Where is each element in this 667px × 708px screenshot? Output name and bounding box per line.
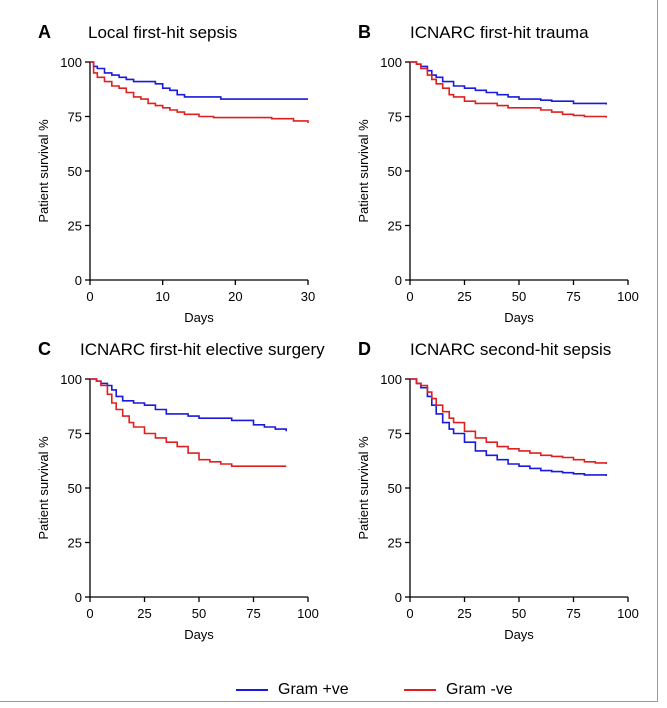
- panel-b-title: ICNARC first-hit trauma: [410, 23, 589, 42]
- panel-d-series-gram-negative-line: [410, 378, 607, 464]
- panel-c-y-tick-label: 75: [68, 427, 82, 442]
- legend-swatch-gram-negative: [404, 689, 436, 691]
- panel-a-series-gram-negative-line: [90, 61, 309, 123]
- panel-b-y-tick-label: 100: [380, 55, 402, 70]
- panel-d-title: ICNARC second-hit sepsis: [410, 340, 611, 359]
- panel-a-letter: A: [38, 22, 51, 42]
- panel-c-y-tick-label: 0: [75, 590, 82, 605]
- panel-d-y-tick-label: 25: [388, 536, 402, 551]
- panel-b-y-tick-label: 75: [388, 110, 402, 125]
- panel-c-y-tick-label: 25: [68, 536, 82, 551]
- panel-c-title: ICNARC first-hit elective surgery: [80, 340, 325, 359]
- panel-c-x-tick-label: 100: [297, 606, 319, 621]
- legend-swatch-gram-positive: [236, 689, 268, 691]
- panel-a-y-tick-label: 50: [68, 164, 82, 179]
- panel-c-x-tick-label: 75: [246, 606, 260, 621]
- panel-d-y-axis-label: Patient survival %: [356, 436, 371, 540]
- panel-c-y-tick-label: 100: [60, 372, 82, 387]
- panel-a-series-gram-positive-line: [90, 61, 308, 100]
- panel-b-y-tick-label: 25: [388, 219, 402, 234]
- panel-c-x-tick-label: 25: [137, 606, 151, 621]
- panel-d-x-tick-label: 100: [617, 606, 639, 621]
- panel-c-y-tick-label: 50: [68, 481, 82, 496]
- panel-c-series-gram-negative-line: [90, 378, 287, 467]
- panel-b-y-tick-label: 0: [395, 273, 402, 288]
- panel-c-x-axis-label: Days: [184, 627, 214, 642]
- panel-b-x-axis-label: Days: [504, 310, 534, 325]
- panel-d-x-tick-label: 0: [406, 606, 413, 621]
- panel-b-x-tick-label: 75: [566, 289, 580, 304]
- panel-a-x-axis-label: Days: [184, 310, 214, 325]
- legend-item-gram-positive: Gram +ve: [236, 681, 349, 699]
- panel-b-y-axis-label: Patient survival %: [356, 119, 371, 223]
- panel-d-y-tick-label: 0: [395, 590, 402, 605]
- panel-c-y-axis-label: Patient survival %: [36, 436, 51, 540]
- panel-a-y-tick-label: 100: [60, 55, 82, 70]
- panel-a-y-tick-label: 25: [68, 219, 82, 234]
- panel-a-x-tick-label: 20: [228, 289, 242, 304]
- figure-frame: [0, 0, 658, 702]
- legend-label-gram-negative: Gram -ve: [446, 681, 513, 698]
- legend: Gram +ve Gram -ve: [0, 681, 658, 705]
- legend-item-gram-negative: Gram -ve: [404, 681, 513, 699]
- panel-b-x-tick-label: 0: [406, 289, 413, 304]
- panel-a-x-tick-label: 30: [301, 289, 315, 304]
- panel-c-x-tick-label: 0: [86, 606, 93, 621]
- panel-b-x-tick-label: 100: [617, 289, 639, 304]
- panel-b-letter: B: [358, 22, 371, 42]
- panel-d-y-tick-label: 100: [380, 372, 402, 387]
- panel-d-x-tick-label: 25: [457, 606, 471, 621]
- panel-d-y-tick-label: 50: [388, 481, 402, 496]
- panel-a-x-tick-label: 0: [86, 289, 93, 304]
- panel-c-x-tick-label: 50: [192, 606, 206, 621]
- panel-d-series-gram-positive-line: [410, 378, 607, 476]
- panel-a-y-tick-label: 0: [75, 273, 82, 288]
- panel-d-x-tick-label: 75: [566, 606, 580, 621]
- panel-c-letter: C: [38, 339, 51, 359]
- panel-b-series-gram-negative-line: [410, 61, 607, 118]
- panel-b-y-tick-label: 50: [388, 164, 402, 179]
- panel-a-y-tick-label: 75: [68, 110, 82, 125]
- legend-label-gram-positive: Gram +ve: [278, 681, 349, 698]
- panel-c-series-gram-positive-line: [90, 378, 287, 432]
- panel-d-x-tick-label: 50: [512, 606, 526, 621]
- panel-b-x-tick-label: 25: [457, 289, 471, 304]
- panel-a-y-axis-label: Patient survival %: [36, 119, 51, 223]
- panel-b-series-gram-positive-line: [410, 61, 607, 105]
- panel-b-x-tick-label: 50: [512, 289, 526, 304]
- panel-a-title: Local first-hit sepsis: [88, 23, 237, 42]
- panel-d-letter: D: [358, 339, 371, 359]
- panel-a-x-tick-label: 10: [155, 289, 169, 304]
- panel-d-x-axis-label: Days: [504, 627, 534, 642]
- panel-d-y-tick-label: 75: [388, 427, 402, 442]
